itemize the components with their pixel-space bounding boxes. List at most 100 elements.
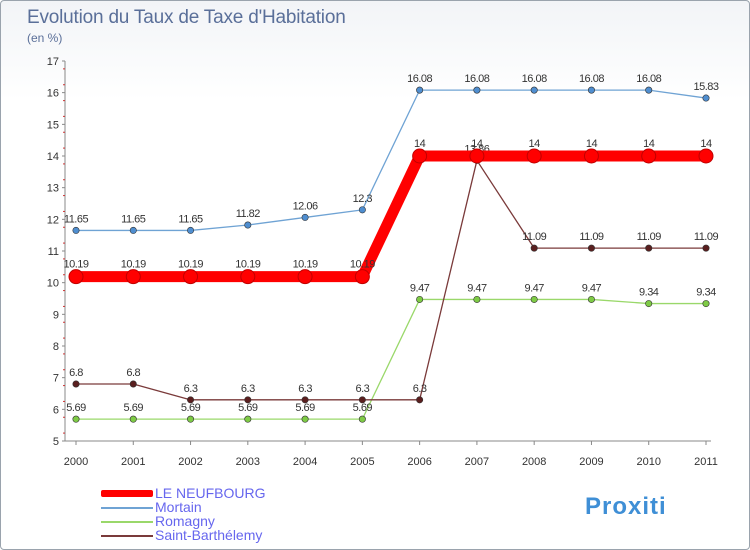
y-tick-label: 14 — [47, 151, 59, 163]
data-point-1 — [244, 221, 252, 229]
data-point-1 — [187, 226, 195, 234]
data-point-0 — [641, 148, 657, 164]
legend-swatch — [101, 521, 153, 523]
data-point-0 — [68, 269, 84, 285]
legend-swatch — [101, 535, 153, 537]
y-tick-label: 10 — [47, 278, 59, 290]
data-label-0: 14 — [586, 138, 598, 150]
y-tick-label: 16 — [47, 88, 59, 100]
data-label-1: 16.08 — [407, 73, 432, 85]
legend-item-saint-barthelemy: Saint-Barthélemy — [101, 527, 321, 543]
data-label-0: 14 — [471, 138, 483, 150]
y-tick-label: 13 — [47, 183, 59, 195]
data-label-2: 9.47 — [467, 282, 487, 294]
y-tick-label: 11 — [48, 246, 59, 258]
data-point-2 — [358, 415, 366, 423]
x-tick-label: 2005 — [350, 456, 374, 468]
data-point-0 — [469, 148, 485, 164]
data-label-2: 5.69 — [124, 402, 144, 414]
data-label-1: 11.65 — [64, 213, 89, 225]
data-point-2 — [301, 415, 309, 423]
y-tick-label: 15 — [47, 119, 59, 131]
legend-swatch — [101, 490, 153, 497]
data-label-0: 10.19 — [121, 259, 146, 271]
data-point-1 — [645, 86, 653, 94]
data-point-0 — [183, 269, 199, 285]
y-tick-label: 6 — [53, 404, 59, 416]
x-tick-label: 2006 — [407, 456, 431, 468]
y-tick-label: 8 — [53, 341, 59, 353]
x-tick-label: 2002 — [178, 456, 202, 468]
series-line-2 — [76, 298, 706, 420]
data-point-0 — [240, 269, 256, 285]
data-point-1 — [129, 226, 137, 234]
data-point-2 — [645, 300, 653, 308]
data-point-2 — [244, 415, 252, 423]
legend-label: Saint-Barthélemy — [155, 527, 263, 543]
x-tick-label: 2001 — [121, 456, 145, 468]
data-label-0: 10.19 — [63, 259, 88, 271]
data-label-2: 9.34 — [639, 287, 659, 299]
data-point-3 — [702, 244, 710, 252]
data-point-3 — [244, 396, 252, 404]
legend-label: Mortain — [155, 499, 202, 515]
data-label-0: 10.19 — [235, 259, 260, 271]
data-point-3 — [358, 396, 366, 404]
data-label-0: 10.19 — [293, 259, 318, 271]
data-point-2 — [587, 295, 595, 303]
legend-swatch — [101, 507, 153, 509]
data-label-3: 6.3 — [355, 383, 369, 395]
series-line-3 — [76, 159, 706, 401]
legend-item-romagny: Romagny — [101, 513, 321, 529]
data-point-1 — [587, 86, 595, 94]
x-tick-label: 2010 — [636, 456, 660, 468]
data-label-3: 11.09 — [522, 231, 547, 243]
logo-text: Proxiti — [585, 493, 667, 520]
x-tick-label: 2004 — [293, 456, 317, 468]
data-point-0 — [354, 269, 370, 285]
x-tick-label: 2007 — [465, 456, 489, 468]
data-point-3 — [587, 244, 595, 252]
data-point-1 — [301, 213, 309, 221]
data-point-0 — [125, 269, 141, 285]
data-point-3 — [530, 244, 538, 252]
data-point-0 — [583, 148, 599, 164]
data-label-0: 14 — [529, 138, 541, 150]
data-label-3: 6.8 — [69, 367, 83, 379]
y-tick-label: 12 — [47, 214, 59, 226]
data-point-2 — [530, 295, 538, 303]
data-label-3: 11.09 — [579, 231, 604, 243]
y-tick-label: 5 — [53, 436, 59, 448]
data-point-1 — [473, 86, 481, 94]
data-label-3: 6.3 — [184, 383, 198, 395]
data-point-2 — [187, 415, 195, 423]
data-label-3: 11.09 — [694, 231, 719, 243]
data-point-0 — [297, 269, 313, 285]
data-point-2 — [702, 300, 710, 308]
data-point-3 — [72, 380, 80, 388]
data-point-1 — [530, 86, 538, 94]
data-label-2: 9.47 — [524, 282, 544, 294]
y-tick-label: 17 — [47, 56, 59, 68]
chart-subtitle: (en %) — [27, 31, 63, 45]
data-label-2: 5.69 — [295, 402, 315, 414]
data-point-3 — [645, 244, 653, 252]
data-point-2 — [473, 295, 481, 303]
data-label-2: 5.69 — [238, 402, 258, 414]
data-point-1 — [358, 206, 366, 214]
proxiti-logo: Proxiti — [585, 493, 667, 521]
data-point-0 — [412, 148, 428, 164]
legend-label: LE NEUFBOURG — [155, 485, 266, 501]
legend-label: Romagny — [155, 513, 215, 529]
data-label-1: 16.08 — [522, 73, 547, 85]
data-label-0: 10.19 — [178, 259, 203, 271]
data-point-3 — [301, 396, 309, 404]
legend-item-le-neufbourg: LE NEUFBOURG — [101, 485, 321, 501]
data-point-0 — [698, 148, 714, 164]
data-label-2: 9.47 — [410, 282, 430, 294]
data-label-0: 10.19 — [350, 259, 375, 271]
data-label-1: 16.08 — [636, 73, 661, 85]
data-label-2: 9.34 — [696, 287, 716, 299]
x-tick-label: 2011 — [694, 456, 718, 468]
data-label-1: 11.65 — [121, 213, 146, 225]
